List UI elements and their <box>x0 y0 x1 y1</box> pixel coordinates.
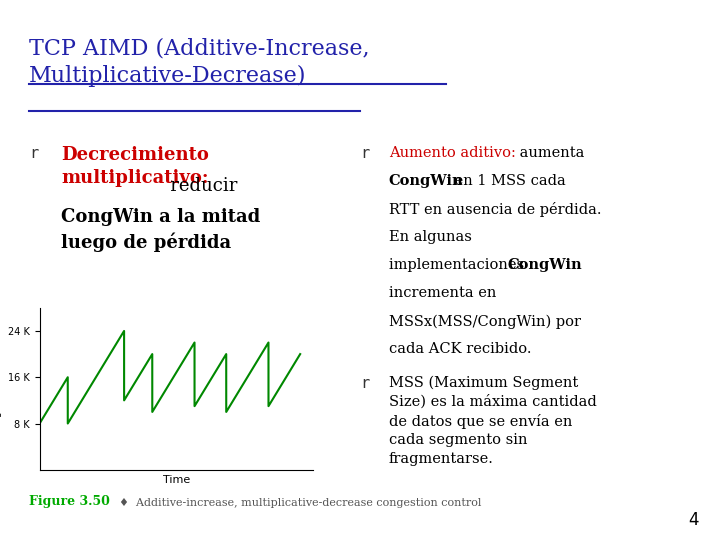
Text: Decrecimiento
multiplicativo:: Decrecimiento multiplicativo: <box>61 146 209 187</box>
Text: MSSx(MSS/CongWin) por: MSSx(MSS/CongWin) por <box>389 314 581 329</box>
Text: Aumento aditivo:: Aumento aditivo: <box>389 146 516 160</box>
Text: RTT en ausencia de pérdida.: RTT en ausencia de pérdida. <box>389 202 601 217</box>
Y-axis label: Congestion window: Congestion window <box>0 341 2 436</box>
X-axis label: Time: Time <box>163 475 190 485</box>
Text: r: r <box>29 146 38 161</box>
Text: aumenta: aumenta <box>515 146 584 160</box>
Text: CongWin: CongWin <box>508 258 582 272</box>
Text: cada ACK recibido.: cada ACK recibido. <box>389 342 531 356</box>
Text: incrementa en: incrementa en <box>389 286 496 300</box>
Text: Figure 3.50: Figure 3.50 <box>29 495 109 508</box>
Text: MSS (Maximum Segment
Size) es la máxima cantidad
de datos que se envía en
cada s: MSS (Maximum Segment Size) es la máxima … <box>389 376 597 465</box>
Text: ♦  Additive-increase, multiplicative-decrease congestion control: ♦ Additive-increase, multiplicative-decr… <box>112 497 481 508</box>
Text: r: r <box>360 376 369 391</box>
Text: en 1 MSS cada: en 1 MSS cada <box>450 174 566 188</box>
Text: TCP AIMD (Additive-Increase,
Multiplicative-Decrease): TCP AIMD (Additive-Increase, Multiplicat… <box>29 38 369 87</box>
Text: implementaciones: implementaciones <box>389 258 528 272</box>
Text: 4: 4 <box>688 511 698 529</box>
Text: CongWin a la mitad
luego de pérdida: CongWin a la mitad luego de pérdida <box>61 208 261 252</box>
Text: CongWin: CongWin <box>389 174 464 188</box>
Text: r: r <box>360 146 369 161</box>
Text: En algunas: En algunas <box>389 230 472 244</box>
Text: reducir: reducir <box>61 177 238 195</box>
